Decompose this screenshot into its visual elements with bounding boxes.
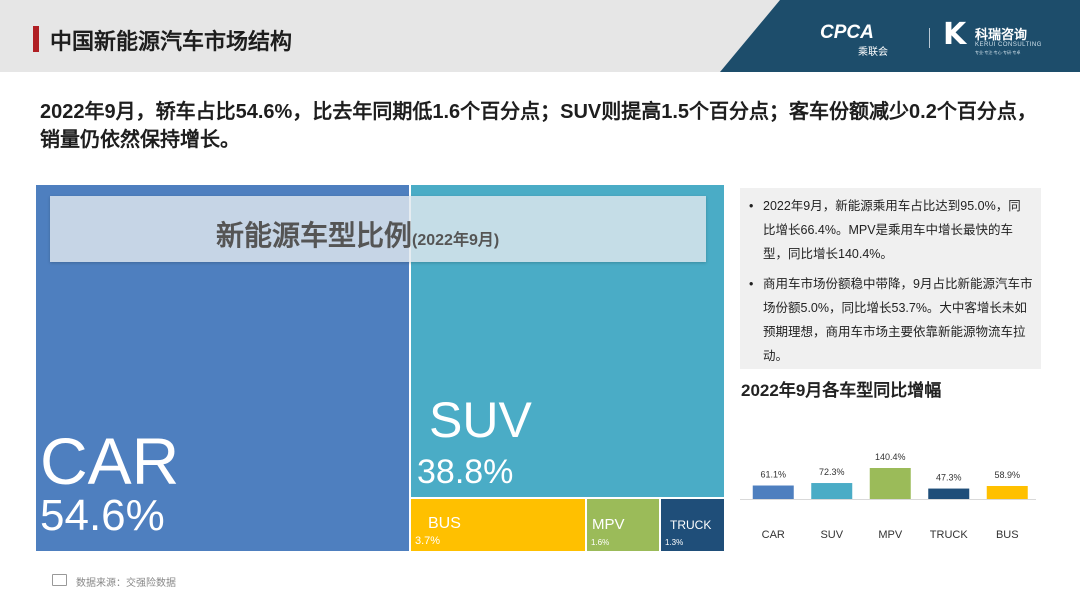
treemap-tile-bus: BUS 3.7% [410,498,586,552]
treemap-title: 新能源车型比例(2022年9月) [216,214,499,254]
chart-bar-car [752,485,794,499]
note-bullet: • [749,199,754,213]
kerui-logo-text: 科瑞咨询 [975,27,1028,42]
chart-value-label: 61.1% [760,470,786,480]
chart-category-label: MPV [878,529,903,541]
title-accent-bar [33,26,39,52]
note-bullet: • [749,277,754,291]
header-bar: 中国新能源汽车市场结构 CPCA 乘联会 K 科瑞咨询 KERUI CONSUL… [0,0,1080,72]
data-source-icon [52,574,67,586]
kerui-logo-subtitle: KERUI CONSULTING [975,42,1042,48]
chart-value-label: 140.4% [875,452,906,462]
chart-bar-bus [986,485,1028,499]
chart-bar-mpv [869,468,911,499]
chart-category-label: TRUCK [930,529,969,541]
chart-category-label: CAR [762,529,785,541]
note-text: 商用车市场份额稳中带降，9月占比新能源汽车市场份额5.0%，同比增长53.7%。… [763,277,1033,363]
chart-bar-truck [928,488,970,499]
chart-title: 2022年9月各车型同比增幅 [741,381,942,400]
tile-label-bus: BUS [428,515,461,532]
chart-category-label: SUV [820,529,843,541]
data-source: 数据来源：交强险数据 [76,578,176,589]
chart-value-label: 58.9% [994,470,1020,480]
note-item: • 2022年9月，新能源乘用车占比达到95.0%，同比增长66.4%。MPV是… [749,194,1033,266]
tile-pct-car: 54.6% [40,491,165,540]
chart-category-label: BUS [996,529,1019,541]
treemap-title-text: 新能源车型比例 [216,220,413,251]
tile-label-suv: SUV [429,392,532,448]
kerui-logo-tagline: 专业·专注·专心·专研·专卓 [975,50,1021,55]
tile-pct-mpv: 1.6% [591,538,610,547]
chart-value-label: 47.3% [936,473,962,483]
tile-label-car: CAR [40,424,180,498]
growth-bar-chart: 61.1% CAR 72.3% SUV 140.4% MPV 47.3% TRUCK 58.9%… [740,452,1036,541]
logo-divider [929,28,930,48]
kerui-logo-mark: K [943,17,967,52]
cpca-logo: CPCA [820,22,874,43]
treemap-tile-truck: TRUCK 1.3% [660,498,725,552]
treemap-tile-mpv: MPV 1.6% [586,498,660,552]
tile-pct-truck: 1.3% [665,538,684,547]
note-item: • 商用车市场份额稳中带降，9月占比新能源汽车市场份额5.0%，同比增长53.7… [749,272,1033,368]
page-title: 中国新能源汽车市场结构 [50,29,293,54]
tile-pct-suv: 38.8% [417,453,514,491]
chart-bar-suv [811,483,853,499]
tile-pct-bus: 3.7% [415,535,441,547]
treemap-title-banner: 新能源车型比例(2022年9月) [50,196,706,262]
headline: 2022年9月，轿车占比54.6%，比去年同期低1.6个百分点；SUV则提高1.… [40,101,1037,151]
tile-label-truck: TRUCK [670,518,712,532]
treemap-subtitle: (2022年9月) [412,232,500,249]
note-text: 2022年9月，新能源乘用车占比达到95.0%，同比增长66.4%。MPV是乘用… [763,199,1021,261]
tile-label-mpv: MPV [592,516,625,533]
cpca-logo-subtitle: 乘联会 [858,47,888,58]
chart-value-label: 72.3% [819,467,845,477]
logo-panel [720,0,1080,72]
notes-panel: • 2022年9月，新能源乘用车占比达到95.0%，同比增长66.4%。MPV是… [740,188,1041,369]
